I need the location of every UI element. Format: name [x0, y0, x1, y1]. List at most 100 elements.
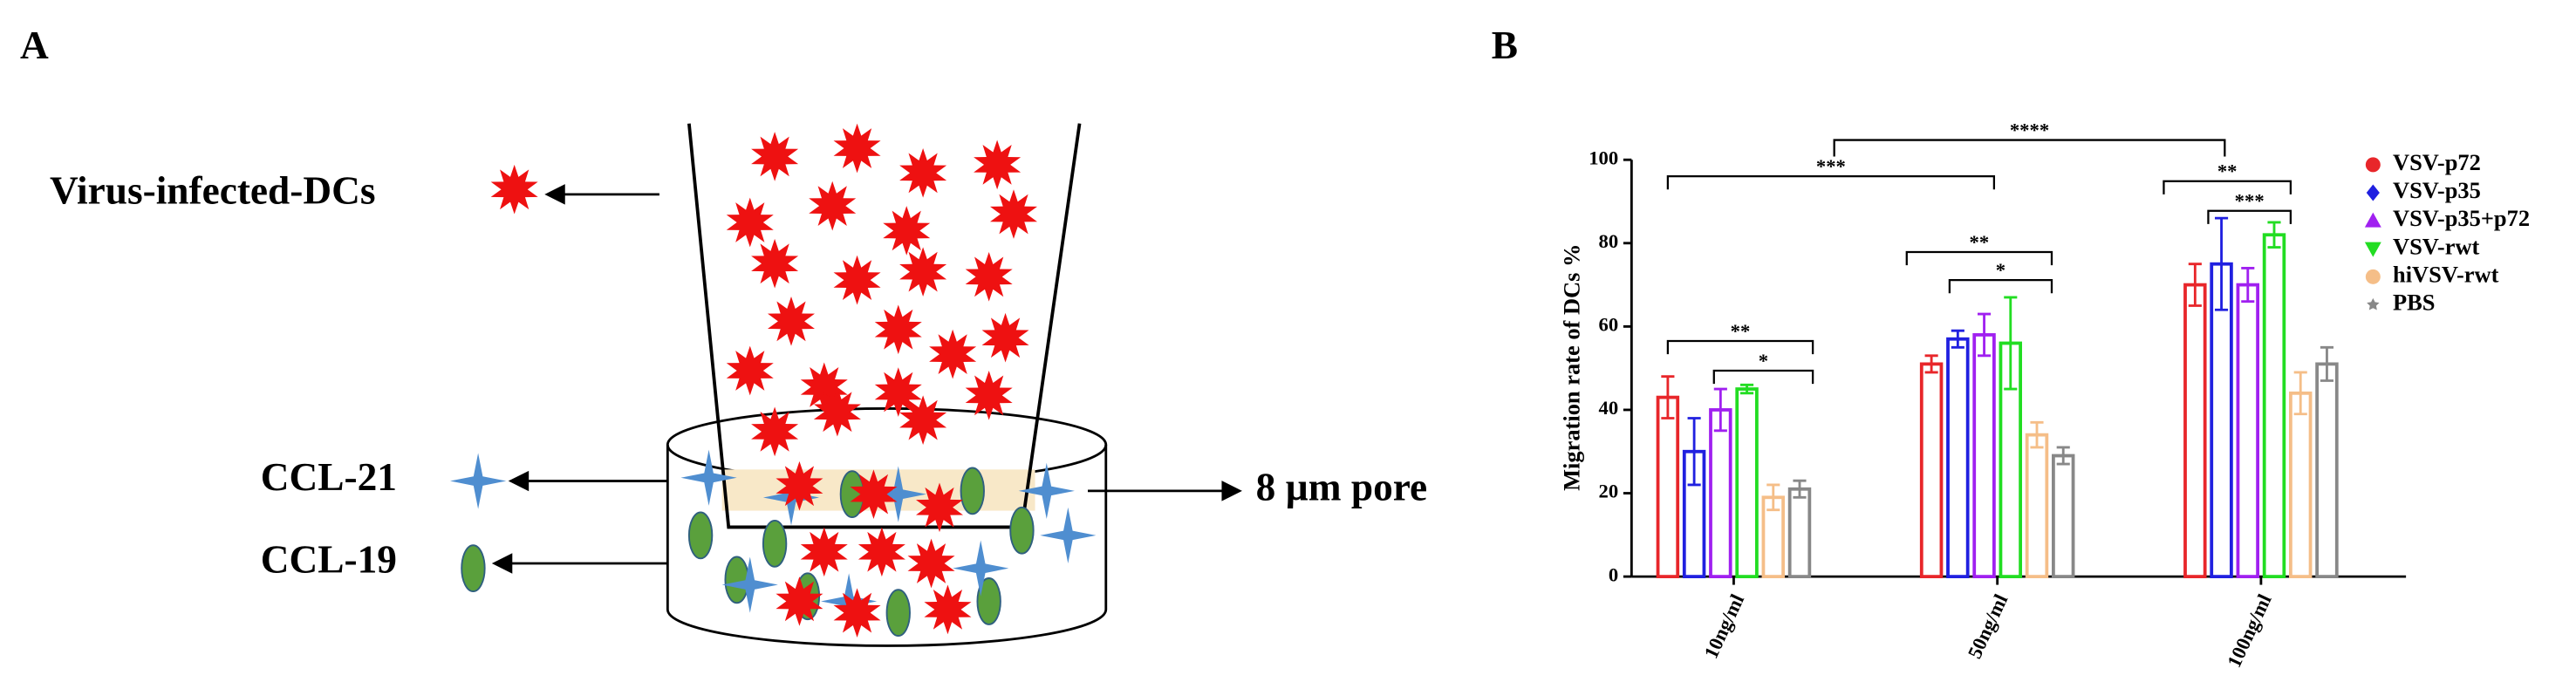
- ccl19: [960, 467, 985, 515]
- virus-dc: [813, 386, 861, 437]
- error-bar: [2293, 371, 2307, 416]
- bar: [1656, 395, 1680, 579]
- ccl21: [450, 453, 507, 509]
- ccl21: [953, 540, 1009, 597]
- pore-label: 8 µm pore: [1256, 465, 1428, 508]
- virus-dc: [899, 395, 947, 445]
- y-tick-label: 80: [1599, 230, 1619, 252]
- virus-dc: [929, 329, 977, 379]
- virus-dc: [776, 576, 823, 626]
- virus-dc: [883, 206, 931, 256]
- significance-label: **: [1731, 320, 1751, 342]
- virus-dc: [858, 527, 905, 577]
- bar: [2315, 362, 2339, 578]
- ccl21: [1018, 462, 1075, 519]
- virus-dc: [981, 312, 1029, 363]
- significance-bracket: [1905, 250, 2053, 266]
- ccl21: [870, 466, 926, 522]
- x-tick-label: 50ng/ml: [1964, 591, 2012, 662]
- ccl21: [1040, 507, 1097, 563]
- virus-dc: [800, 527, 848, 577]
- bar: [1919, 362, 1944, 578]
- virus-dc: [965, 252, 1013, 302]
- significance-label: ***: [1816, 155, 1846, 177]
- significance-label: **: [1970, 231, 1990, 253]
- ccl21-label: CCL-21: [261, 455, 397, 499]
- legend-marker: [2367, 297, 2380, 310]
- significance-bracket: [1666, 174, 1996, 190]
- legend-marker: [2365, 269, 2381, 284]
- significance-bracket: [1948, 278, 2053, 294]
- virus-dc: [874, 304, 922, 355]
- x-tick-label: 10ng/ml: [1700, 591, 1749, 662]
- error-bar: [1687, 417, 1701, 487]
- virus-dc: [899, 148, 947, 198]
- panel-label: A: [20, 24, 49, 67]
- legend-label: VSV-p35+p72: [2393, 205, 2530, 231]
- virus-dc: [490, 164, 538, 215]
- error-bar: [2214, 216, 2229, 311]
- significance-label: ****: [2010, 119, 2049, 140]
- panel-label: B: [1492, 24, 1518, 67]
- dish: [666, 445, 1108, 647]
- virus-dc: [809, 181, 857, 231]
- y-tick-label: 20: [1599, 481, 1619, 502]
- x-tick-label: 100ng/ml: [2223, 591, 2275, 672]
- chart: B Migration rate of DCs % 0 20 40 60 80 100 10…: [1492, 24, 2530, 671]
- error-bar: [1951, 329, 1964, 349]
- legend-label: hiVSV-rwt: [2393, 261, 2499, 287]
- bar: [2025, 433, 2049, 579]
- bar: [1946, 337, 1970, 578]
- virus-dc: [751, 406, 799, 457]
- error-bar: [2188, 263, 2202, 307]
- virus-dc: [989, 189, 1038, 239]
- error-bar: [2267, 221, 2281, 249]
- error-bar: [2004, 296, 2018, 391]
- significance-bracket: [1666, 339, 1814, 355]
- bar: [2236, 283, 2259, 578]
- ccl19: [724, 556, 749, 604]
- ccl19: [1009, 506, 1035, 555]
- arrows: [491, 184, 1242, 574]
- ccl19: [885, 589, 911, 638]
- virus-dc: [924, 584, 972, 635]
- bar: [2051, 454, 2075, 579]
- error-bar: [2320, 345, 2333, 382]
- ccl19: [839, 470, 865, 519]
- bar: [1735, 387, 1759, 578]
- significance-label: *: [1996, 259, 2005, 281]
- virus-dc: [899, 247, 947, 297]
- y-tick-label: 0: [1609, 563, 1618, 585]
- bar: [1787, 487, 1812, 578]
- diagram: A Virus-infected-DCs CCL-21 CCL-19 8 µm …: [20, 24, 1428, 647]
- legend-label: PBS: [2393, 290, 2436, 316]
- legend-marker: [2366, 184, 2380, 201]
- virus-dc: [726, 197, 774, 248]
- significance-bracket: [2207, 209, 2292, 224]
- ccl19: [461, 544, 486, 593]
- y-tick-label: 100: [1589, 147, 1618, 168]
- ccl19-label: CCL-19: [261, 537, 397, 581]
- insert: [687, 123, 1082, 529]
- virus-dc: [965, 371, 1013, 420]
- virus-dc: [767, 297, 816, 346]
- significance-bracket: [1712, 369, 1814, 385]
- error-bar: [1713, 387, 1727, 433]
- legend-label: VSV-rwt: [2393, 233, 2480, 259]
- bar: [2262, 233, 2286, 578]
- error-bar: [1766, 483, 1780, 512]
- ccl19: [687, 511, 714, 560]
- bar: [1972, 333, 1996, 578]
- virus-dc: [915, 482, 964, 533]
- error-bar: [1977, 312, 1992, 358]
- error-bar: [1924, 354, 1938, 374]
- error-bar: [1661, 375, 1675, 419]
- ccl19: [762, 519, 788, 568]
- virus-dc: [833, 255, 881, 305]
- ccl21: [721, 556, 778, 613]
- y-tick-label: 60: [1599, 314, 1619, 336]
- bar: [1709, 408, 1732, 578]
- bar: [2288, 391, 2313, 578]
- significance-label: *: [1759, 350, 1768, 372]
